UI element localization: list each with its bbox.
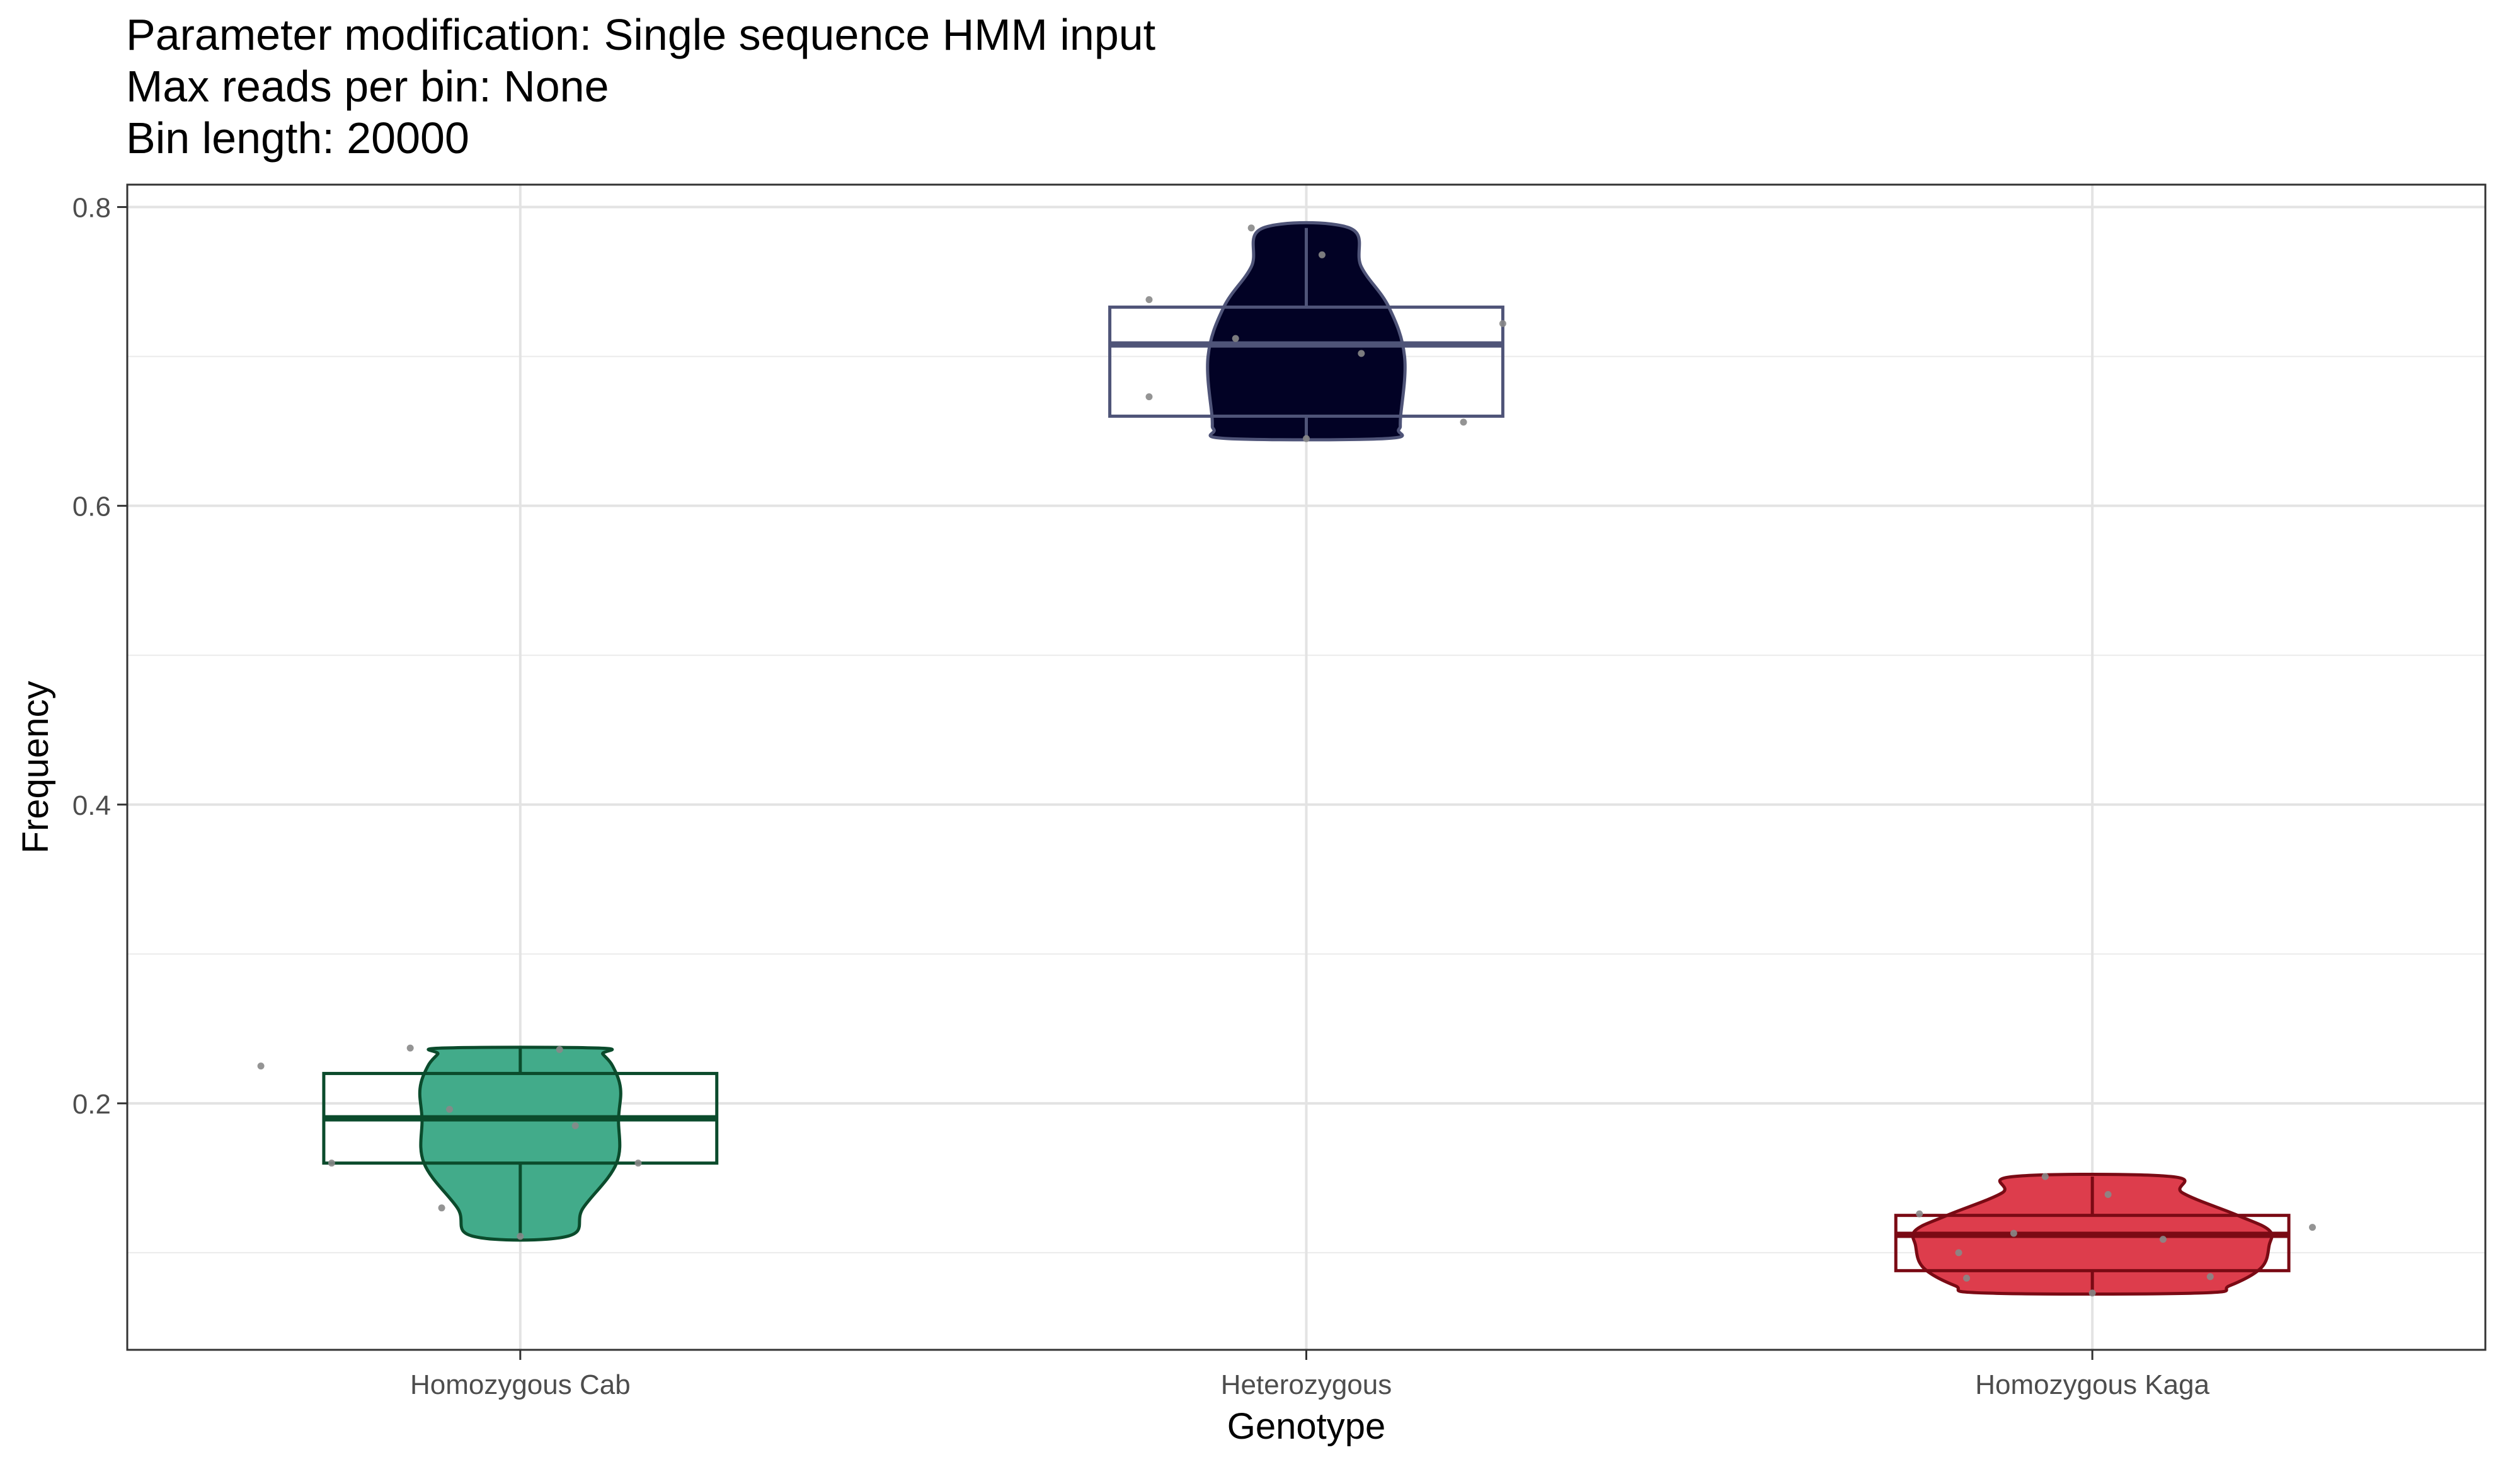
data-point (2159, 1236, 2167, 1243)
data-point (571, 1122, 579, 1129)
group-heterozygous (1108, 221, 1506, 442)
data-point (634, 1160, 642, 1167)
data-point (1499, 319, 1506, 327)
y-tick-label: 0.8 (72, 193, 111, 224)
y-tick-label: 0.2 (72, 1089, 111, 1120)
box (1108, 305, 1504, 418)
x-tick-label: Homozygous Cab (410, 1369, 631, 1400)
x-tick-label: Homozygous Kaga (1975, 1369, 2209, 1400)
group-homozygous-cab (257, 1044, 719, 1242)
data-point (257, 1062, 265, 1070)
x-axis-label: Genotype (1227, 1406, 1386, 1447)
violin-shape (418, 1045, 622, 1242)
y-tick-label: 0.4 (72, 790, 111, 821)
data-point (2010, 1229, 2017, 1237)
data-point (517, 1233, 524, 1240)
data-point (2309, 1224, 2317, 1231)
title-line-3: Bin length: 20000 (126, 113, 469, 163)
chart-title: Parameter modification: Single sequence … (126, 9, 1155, 164)
data-point (2206, 1273, 2214, 1281)
data-point (556, 1046, 563, 1054)
violin-shape (1206, 221, 1407, 442)
violin-groups (257, 221, 2317, 1297)
data-point (1145, 393, 1153, 401)
data-point (328, 1160, 335, 1167)
data-point (2104, 1190, 2112, 1198)
data-point (2088, 1289, 2096, 1297)
data-point (446, 1105, 454, 1113)
data-point (1916, 1210, 1923, 1217)
y-axis: 0.2 0.4 0.6 0.8 (72, 193, 127, 1120)
title-line-1: Parameter modification: Single sequence … (126, 10, 1156, 59)
data-point (1318, 251, 1326, 258)
data-point (2041, 1173, 2049, 1180)
x-tick-label: Heterozygous (1221, 1369, 1392, 1400)
x-axis: Homozygous Cab Heterozygous Homozygous Kag… (410, 1350, 2210, 1400)
data-point (438, 1204, 445, 1212)
data-point (1232, 335, 1239, 342)
data-point (1963, 1274, 1971, 1282)
data-point (1247, 224, 1255, 232)
title-line-2: Max reads per bin: None (126, 62, 609, 111)
data-point (1303, 435, 1310, 442)
y-axis-label: Frequency (15, 681, 56, 853)
y-tick-label: 0.6 (72, 492, 111, 522)
box (1894, 1214, 2291, 1272)
data-point (1460, 418, 1467, 426)
data-point (1145, 296, 1153, 304)
data-point (1955, 1249, 1962, 1257)
data-point (1358, 350, 1365, 357)
group-homozygous-kaga (1894, 1173, 2317, 1297)
data-point (406, 1044, 414, 1052)
